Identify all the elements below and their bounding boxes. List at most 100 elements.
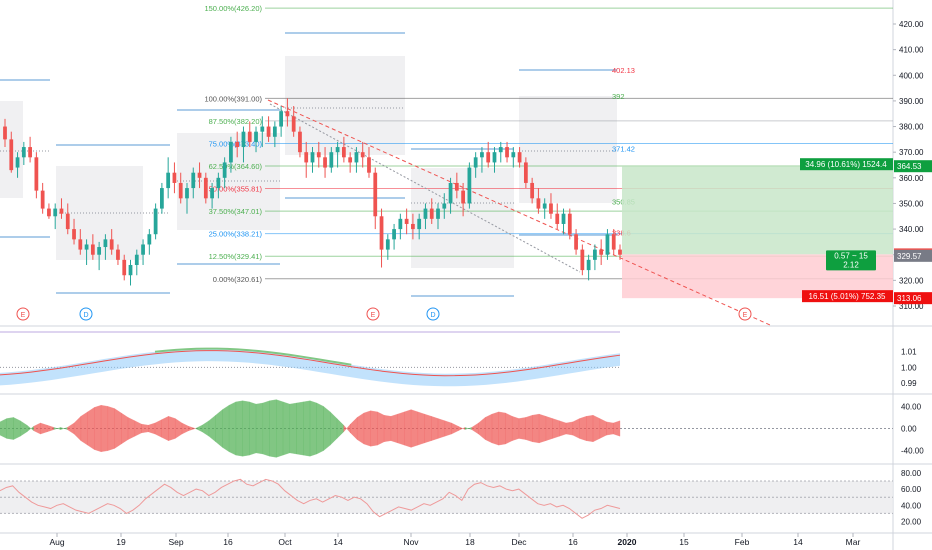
candle-body[interactable]: [28, 147, 32, 158]
candle-body[interactable]: [40, 190, 45, 209]
candle-body[interactable]: [436, 208, 440, 219]
candle-body[interactable]: [84, 244, 89, 250]
candle-body[interactable]: [367, 157, 371, 173]
candle-body[interactable]: [72, 229, 76, 240]
candle-body[interactable]: [323, 157, 327, 168]
candle-body[interactable]: [329, 152, 334, 168]
candle-body[interactable]: [116, 249, 120, 260]
candle-body[interactable]: [473, 157, 478, 168]
candle-body[interactable]: [235, 141, 240, 148]
candle-body[interactable]: [574, 234, 578, 250]
candle-body[interactable]: [335, 147, 340, 153]
candle-body[interactable]: [103, 239, 108, 248]
candle-body[interactable]: [549, 203, 553, 214]
candle-body[interactable]: [561, 213, 566, 224]
candle-body[interactable]: [241, 131, 246, 148]
candle-body[interactable]: [285, 111, 290, 117]
candle-body[interactable]: [59, 208, 64, 214]
candle-body[interactable]: [599, 249, 604, 255]
event-marker[interactable]: [16, 307, 30, 321]
candle-body[interactable]: [517, 152, 522, 163]
candle-body[interactable]: [392, 229, 396, 240]
candle-body[interactable]: [423, 208, 428, 219]
candle-body[interactable]: [542, 203, 547, 209]
candle-body[interactable]: [203, 177, 208, 199]
candle-body[interactable]: [153, 208, 158, 235]
candle-body[interactable]: [279, 111, 284, 127]
candle-body[interactable]: [498, 147, 503, 153]
event-marker[interactable]: [738, 307, 752, 321]
candle-body[interactable]: [505, 147, 509, 158]
candle-body[interactable]: [398, 218, 403, 230]
candle-body[interactable]: [15, 157, 20, 168]
candle-body[interactable]: [316, 152, 321, 158]
candle-body[interactable]: [523, 162, 528, 183]
candle-body[interactable]: [385, 239, 390, 250]
candle-body[interactable]: [178, 182, 183, 199]
candle-body[interactable]: [97, 247, 102, 255]
candle-body[interactable]: [341, 147, 346, 158]
candle-body[interactable]: [147, 234, 152, 245]
candle-body[interactable]: [247, 131, 252, 142]
event-marker[interactable]: [426, 307, 440, 321]
candle-body[interactable]: [298, 131, 302, 153]
event-marker[interactable]: [366, 307, 380, 321]
candle-body[interactable]: [586, 259, 591, 271]
candle-body[interactable]: [9, 139, 14, 171]
candle-body[interactable]: [229, 141, 233, 163]
candle-body[interactable]: [492, 152, 497, 163]
candle-body[interactable]: [411, 223, 415, 230]
candle-body[interactable]: [417, 218, 422, 230]
candle-body[interactable]: [593, 249, 597, 260]
candle-body[interactable]: [172, 172, 177, 183]
candle-body[interactable]: [448, 182, 453, 204]
candle-body[interactable]: [90, 244, 95, 255]
candle-body[interactable]: [360, 152, 365, 158]
candle-body[interactable]: [310, 152, 315, 163]
candle-body[interactable]: [536, 198, 541, 209]
candle-body[interactable]: [486, 152, 491, 163]
candle-body[interactable]: [160, 188, 164, 209]
trend-line[interactable]: [267, 99, 771, 326]
candle-body[interactable]: [429, 208, 434, 219]
candle-body[interactable]: [611, 234, 616, 250]
candle-body[interactable]: [555, 213, 560, 224]
candle-body[interactable]: [567, 213, 572, 235]
candle-body[interactable]: [197, 172, 202, 178]
candle-body[interactable]: [266, 126, 271, 137]
candle-body[interactable]: [404, 218, 409, 224]
candle-body[interactable]: [47, 208, 51, 217]
candle-body[interactable]: [291, 116, 296, 132]
candle-body[interactable]: [254, 131, 258, 142]
candle-body[interactable]: [185, 188, 189, 199]
candle-body[interactable]: [34, 157, 39, 191]
candle-body[interactable]: [21, 147, 26, 158]
candle-body[interactable]: [65, 213, 70, 230]
candle-body[interactable]: [191, 172, 196, 189]
candle-body[interactable]: [348, 157, 353, 163]
candle-body[interactable]: [379, 216, 384, 250]
candle-body[interactable]: [442, 203, 447, 209]
candle-body[interactable]: [53, 208, 58, 217]
candle-body[interactable]: [454, 182, 459, 191]
candle-body[interactable]: [222, 162, 227, 178]
candle-body[interactable]: [122, 259, 127, 276]
candle-body[interactable]: [530, 182, 535, 199]
candle-body[interactable]: [373, 172, 378, 217]
candle-body[interactable]: [480, 152, 484, 158]
candle-body[interactable]: [618, 249, 622, 255]
candle-body[interactable]: [605, 234, 610, 255]
candle-body[interactable]: [580, 249, 585, 271]
candle-body[interactable]: [134, 254, 139, 265]
candle-body[interactable]: [511, 152, 516, 158]
candle-body[interactable]: [141, 244, 145, 255]
candle-body[interactable]: [260, 126, 265, 132]
candle-body[interactable]: [3, 126, 7, 140]
candle-body[interactable]: [128, 264, 133, 276]
candle-body[interactable]: [78, 239, 83, 250]
candle-body[interactable]: [354, 152, 359, 163]
candle-body[interactable]: [304, 152, 309, 163]
candle-body[interactable]: [166, 172, 171, 189]
candle-body[interactable]: [210, 188, 214, 199]
